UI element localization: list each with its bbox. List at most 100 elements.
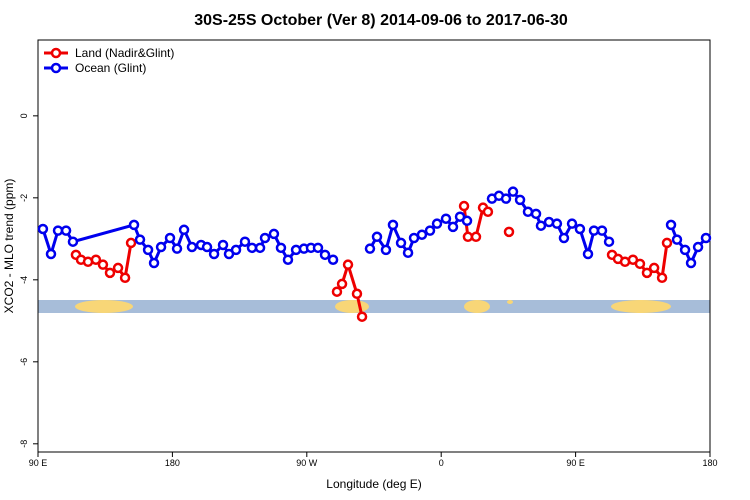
data-point (440, 213, 452, 224)
data-point (671, 234, 683, 245)
legend-label: Land (Nadir&Glint) (75, 46, 174, 60)
data-point (648, 262, 660, 274)
data-point (319, 249, 331, 261)
data-point (461, 215, 473, 227)
data-point (331, 286, 343, 297)
data-point (458, 200, 470, 212)
y-tick-label: -2 (19, 194, 29, 202)
land-patch (507, 300, 513, 304)
data-point (380, 244, 392, 256)
x-tick-label: 180 (165, 458, 180, 468)
x-tick-label: 180 (702, 458, 717, 468)
data-point (312, 242, 324, 254)
data-point (201, 241, 213, 253)
data-point (551, 218, 563, 229)
series (37, 186, 712, 269)
land-patch (335, 300, 369, 313)
data-point (246, 242, 258, 254)
x-tick-label: 90 W (296, 458, 318, 468)
data-point (275, 242, 287, 254)
data-point (503, 226, 515, 238)
data-point (37, 223, 49, 235)
y-tick-label: -6 (19, 358, 29, 366)
data-point (239, 236, 251, 247)
series (70, 200, 673, 322)
data-point (371, 231, 383, 243)
data-point (142, 244, 154, 256)
x-axis-label: Longitude (deg E) (326, 477, 421, 491)
y-tick-label: -8 (19, 440, 29, 448)
data-point (395, 237, 407, 249)
chart-title: 30S-25S October (Ver 8) 2014-09-06 to 20… (194, 12, 568, 29)
data-point (402, 247, 414, 259)
data-point (327, 254, 339, 265)
data-point (342, 259, 354, 270)
data-point (268, 228, 280, 240)
land-patch (611, 300, 671, 313)
data-point (661, 237, 673, 249)
data-point (462, 231, 474, 243)
land-patch (75, 300, 133, 313)
data-point (424, 225, 436, 236)
data-point (45, 248, 57, 260)
data-point (208, 248, 220, 260)
data-point (134, 234, 146, 245)
data-point (125, 237, 137, 249)
data-point (155, 241, 167, 253)
data-point (67, 236, 79, 247)
data-point (97, 259, 109, 270)
data-point (470, 231, 482, 243)
data-point (230, 244, 242, 256)
data-point (336, 278, 348, 290)
data-point (52, 225, 64, 236)
data-point (164, 232, 176, 244)
data-point (178, 224, 190, 236)
data-point (431, 218, 443, 229)
data-point (535, 220, 547, 231)
legend-label: Ocean (Glint) (75, 61, 146, 75)
data-point (679, 244, 691, 256)
x-tick-label: 90 E (29, 458, 48, 468)
plot-frame (37, 39, 711, 453)
data-point (500, 193, 512, 204)
data-point (530, 208, 542, 220)
data-point (596, 225, 608, 236)
y-tick-label: 0 (19, 113, 29, 118)
data-point (364, 243, 376, 254)
data-point (186, 241, 198, 253)
data-point (416, 229, 428, 240)
data-point (112, 262, 124, 274)
data-point (603, 236, 615, 247)
data-point (665, 219, 677, 231)
land-patch (464, 300, 490, 313)
y-axis-label: XCO2 - MLO trend (ppm) (2, 179, 16, 314)
data-point (574, 223, 586, 235)
data-point (128, 219, 140, 231)
data-point (558, 232, 570, 244)
y-tick-label: -4 (19, 276, 29, 284)
data-point (171, 243, 183, 254)
data-point (290, 244, 302, 256)
data-point (254, 242, 266, 254)
data-point (282, 254, 294, 265)
data-point (217, 239, 229, 251)
data-point (259, 232, 271, 244)
data-point (356, 311, 368, 322)
x-tick-label: 0 (439, 458, 444, 468)
data-point (90, 254, 102, 265)
data-point (634, 258, 646, 270)
data-point (700, 232, 712, 244)
data-point (566, 218, 578, 229)
data-point (60, 225, 72, 236)
legend-marker (50, 47, 62, 59)
data-point (641, 267, 653, 279)
data-point (692, 241, 704, 253)
data-point (119, 272, 131, 284)
data-point (507, 186, 519, 197)
x-tick-label: 90 E (566, 458, 585, 468)
data-point (685, 257, 697, 269)
data-point (482, 206, 494, 218)
data-point (588, 225, 600, 236)
data-point (656, 272, 668, 284)
